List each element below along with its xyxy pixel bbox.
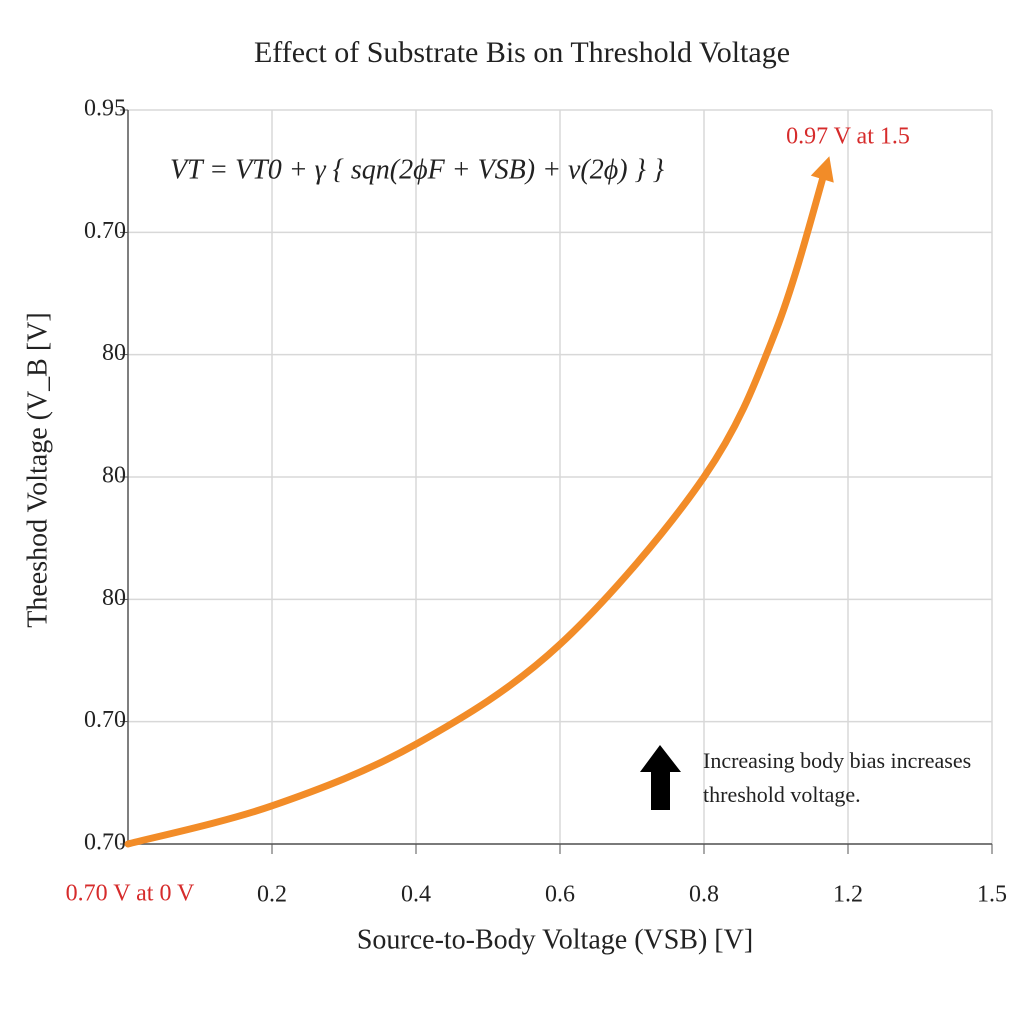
up-arrow-icon <box>640 745 681 810</box>
y-tick-label: 80 <box>102 463 126 489</box>
annotation: threshold voltage. <box>703 782 861 807</box>
chart-title: Effect of Substrate Bis on Threshold Vol… <box>254 36 790 69</box>
y-tick-label: 0.95 <box>84 96 126 122</box>
x-tick-label: 1.2 <box>833 882 863 908</box>
annotation: 0.70 V at 0 V <box>66 881 195 907</box>
y-tick-label: 80 <box>102 585 126 611</box>
x-tick-label: 0.4 <box>401 882 431 908</box>
x-tick-label: 0.6 <box>545 882 575 908</box>
data-line <box>124 162 830 848</box>
x-tick-label: 0.8 <box>689 882 719 908</box>
annotation: 0.97 V at 1.5 <box>786 124 910 150</box>
y-axis-label: Theeshod Voltage (V_B [V] <box>22 312 53 627</box>
formula: VT = VT0 + γ { sqn(2ϕF + VSB) + ν(2ϕ) } … <box>170 154 664 185</box>
x-tick-label: 1.5 <box>977 882 1007 908</box>
annotation: Increasing body bias increases <box>703 748 971 773</box>
x-tick-label: 0.2 <box>257 882 287 908</box>
y-tick-label: 0.70 <box>84 218 126 244</box>
y-tick-label: 80 <box>102 340 126 366</box>
arrow-head <box>810 156 834 183</box>
y-tick-label: 0.70 <box>84 707 126 733</box>
x-axis-label: Source-to-Body Voltage (VSB) [V] <box>357 924 753 955</box>
y-tick-label: 0.70 <box>84 830 126 856</box>
axes: 0.70 0.70 80 80 80 0.70 0.95 0.2 0.4 0.6 0.8 1.2 1.5 <box>84 96 1007 908</box>
